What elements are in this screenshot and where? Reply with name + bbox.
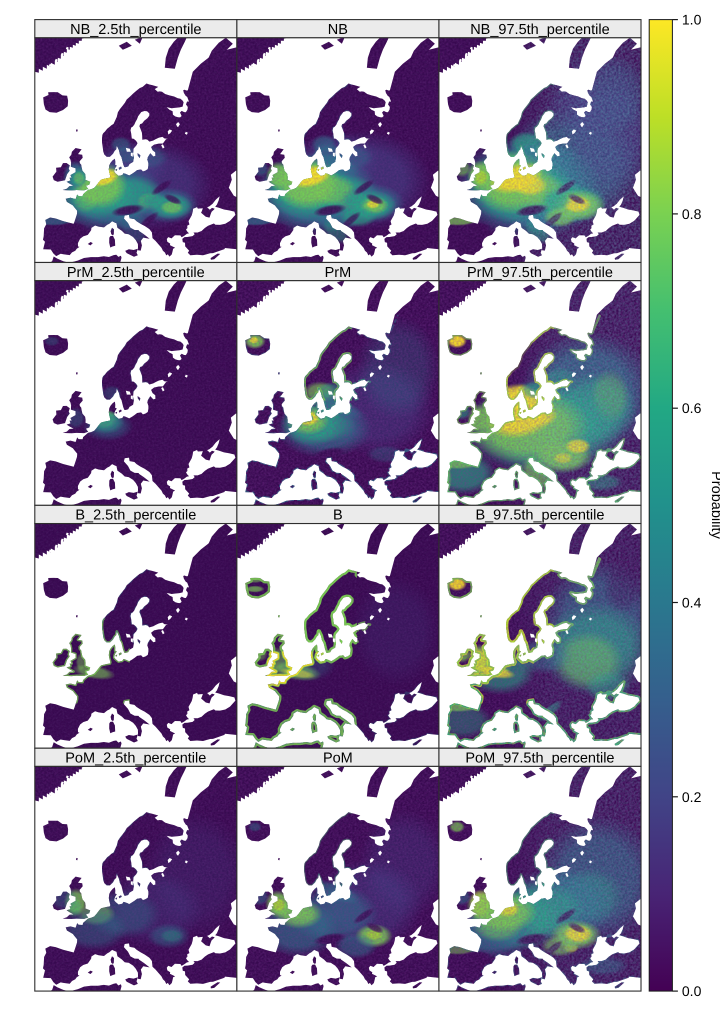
svg-text:PoM: PoM	[323, 751, 353, 767]
svg-text:Probability: Probability	[708, 471, 720, 539]
svg-text:B_97.5th_percentile: B_97.5th_percentile	[475, 508, 604, 524]
svg-text:PrM_2.5th_percentile: PrM_2.5th_percentile	[67, 265, 205, 281]
svg-text:0.0: 0.0	[682, 983, 702, 999]
svg-text:PoM_97.5th_percentile: PoM_97.5th_percentile	[465, 751, 614, 767]
svg-text:B: B	[333, 508, 343, 524]
svg-text:0.2: 0.2	[682, 789, 702, 805]
svg-text:PrM: PrM	[325, 265, 352, 281]
svg-text:0.6: 0.6	[682, 400, 702, 416]
svg-text:B_2.5th_percentile: B_2.5th_percentile	[75, 508, 196, 524]
svg-text:NB_2.5th_percentile: NB_2.5th_percentile	[70, 22, 201, 38]
svg-text:0.4: 0.4	[682, 595, 702, 611]
svg-text:0.8: 0.8	[682, 206, 702, 222]
svg-text:1.0: 1.0	[682, 12, 702, 28]
svg-text:PoM_2.5th_percentile: PoM_2.5th_percentile	[65, 751, 206, 767]
svg-text:PrM_97.5th_percentile: PrM_97.5th_percentile	[467, 265, 613, 281]
svg-text:NB_97.5th_percentile: NB_97.5th_percentile	[470, 22, 609, 38]
svg-text:NB: NB	[328, 22, 348, 38]
